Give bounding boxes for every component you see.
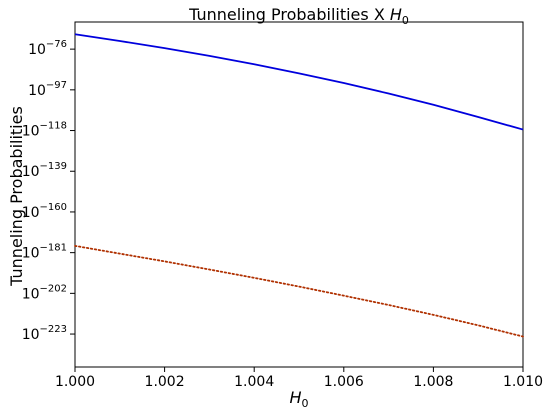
x-tick-label: 1.002 [145, 374, 185, 390]
y-tick-label: 10−160 [22, 202, 67, 221]
y-tick-base: 10 [22, 327, 40, 343]
y-tick-label: 10−181 [22, 243, 67, 262]
y-tick-exponent: −160 [40, 202, 67, 213]
x-tick-label: 1.004 [234, 374, 274, 390]
y-tick-exponent: −223 [40, 324, 67, 335]
x-axis-ticks: 1.000 1.002 1.004 1.006 1.008 1.010 [55, 367, 543, 390]
y-tick-base: 10 [22, 124, 40, 140]
y-tick-base: 10 [22, 164, 40, 180]
x-tick-label: 1.008 [413, 374, 453, 390]
x-tick-label: 1.000 [55, 374, 95, 390]
y-tick-exponent: −181 [40, 243, 67, 254]
title-h-subscript: 0 [402, 14, 409, 27]
y-axis-ticks: 10−7610−9710−11810−13910−16010−18110−202… [22, 39, 75, 343]
title-h-symbol: H [390, 5, 402, 24]
y-tick-exponent: −139 [40, 161, 67, 172]
y-tick-exponent: −76 [46, 39, 67, 50]
plot-area-frame [74, 21, 524, 368]
series-layer [74, 33, 524, 338]
series-line-2 [74, 244, 524, 338]
y-tick-exponent: −118 [40, 121, 67, 132]
y-tick-label: 10−118 [22, 121, 67, 140]
y-tick-base: 10 [22, 286, 40, 302]
y-tick-label: 10−97 [28, 80, 67, 99]
x-tick-label: 1.006 [324, 374, 364, 390]
x-tick-label: 1.010 [503, 374, 543, 390]
y-tick-label: 10−202 [22, 283, 67, 302]
y-tick-base: 10 [22, 205, 40, 221]
x-axis-label: H0 [289, 388, 308, 410]
series-line-1 [74, 33, 524, 131]
y-axis-label: Tunneling Probabilities [7, 106, 26, 287]
y-tick-exponent: −202 [40, 283, 67, 294]
y-tick-exponent: −97 [46, 80, 67, 91]
y-tick-label: 10−76 [28, 39, 67, 58]
chart-title: Tunneling Probabilities X H0 [188, 5, 409, 27]
y-tick-label: 10−223 [22, 324, 67, 343]
y-tick-base: 10 [28, 83, 46, 99]
x-label-h-symbol: H [289, 388, 301, 407]
y-tick-base: 10 [28, 42, 46, 58]
y-tick-base: 10 [22, 246, 40, 262]
x-label-subscript: 0 [302, 397, 309, 410]
y-tick-label: 10−139 [22, 161, 67, 180]
chart-title-main: Tunneling Probabilities X [188, 5, 390, 24]
